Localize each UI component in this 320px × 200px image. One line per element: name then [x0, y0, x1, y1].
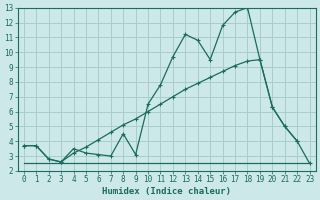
X-axis label: Humidex (Indice chaleur): Humidex (Indice chaleur)	[102, 187, 231, 196]
